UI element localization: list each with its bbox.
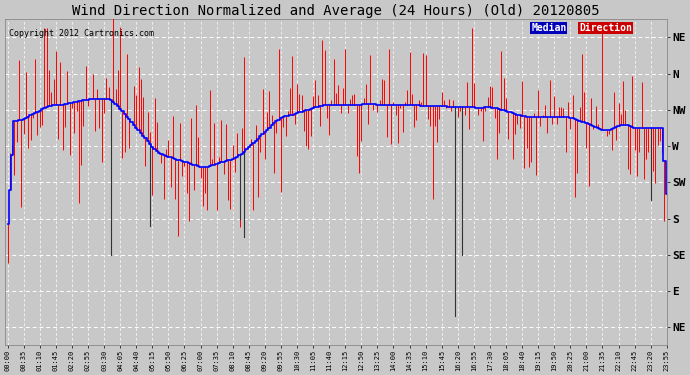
Title: Wind Direction Normalized and Average (24 Hours) (Old) 20120805: Wind Direction Normalized and Average (2…	[72, 4, 600, 18]
Text: Copyright 2012 Cartronics.com: Copyright 2012 Cartronics.com	[8, 29, 154, 38]
Text: Direction: Direction	[580, 22, 632, 33]
Text: Median: Median	[531, 22, 566, 33]
